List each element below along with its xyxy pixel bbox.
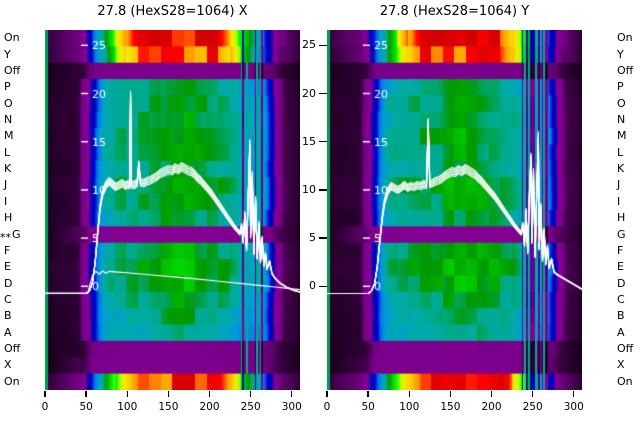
xtick-label-200: 200 [481, 401, 502, 413]
xtick-mark [408, 391, 410, 397]
left-row-label-7-l: L [4, 145, 11, 159]
xtick-label-50: 50 [79, 401, 93, 413]
left-heatmap-plot [45, 30, 300, 390]
xtick-label-300: 300 [563, 401, 584, 413]
right-row-label-6-m: M [617, 129, 627, 143]
middle-ytick-label-20: 20 [302, 86, 316, 100]
xtick-label-0: 0 [323, 401, 331, 413]
right-row-label-15-d: D [617, 276, 626, 290]
xtick-mark [490, 391, 493, 397]
middle-ytick-label-25: 25 [302, 38, 316, 52]
middle-ytick-label-5: 5 [309, 231, 316, 245]
xtick-label-250: 250 [240, 401, 261, 413]
xtick-label-150: 150 [440, 401, 461, 413]
xtick-label-0: 0 [41, 401, 49, 413]
xtick-label-150: 150 [158, 401, 179, 413]
xtick-mark [44, 391, 46, 397]
left-row-label-10-i: I [4, 194, 8, 208]
middle-ytick-label-10: 10 [302, 182, 316, 196]
xtick-mark [367, 391, 369, 397]
xtick-mark [85, 391, 87, 397]
right-row-label-8-k: K [617, 162, 625, 176]
xtick-label-50: 50 [361, 401, 375, 413]
middle-ytick-mark [319, 92, 327, 95]
left-row-label-17-b: B [4, 309, 12, 323]
right-heatmap-plot [327, 30, 582, 390]
left-panel-title: 27.8 (HexS28=1064) X [97, 4, 248, 19]
left-row-label-0-on: On [4, 31, 20, 45]
right-row-label-2-off: Off [617, 63, 634, 77]
right-row-label-13-f: F [617, 243, 624, 257]
left-row-label-3-p: P [4, 80, 11, 94]
xtick-mark [208, 391, 211, 397]
left-row-label-16-c: C [4, 293, 12, 306]
right-row-label-14-e: E [617, 260, 624, 274]
left-row-label-15-d: D [4, 276, 13, 290]
right-row-label-7-l: L [617, 145, 624, 159]
left-row-label-19-off: Off [4, 342, 21, 356]
middle-ytick-mark [319, 285, 327, 287]
xtick-label-200: 200 [199, 401, 220, 413]
right-row-label-0-on: On [617, 31, 633, 45]
row-marker-asterisks: ** [0, 230, 11, 244]
middle-ytick-mark [319, 189, 327, 191]
xtick-label-100: 100 [117, 401, 138, 413]
right-row-label-17-b: B [617, 309, 625, 323]
xtick-label-250: 250 [522, 401, 543, 413]
left-row-label-1-y: Y [4, 47, 11, 61]
right-row-label-18-a: A [617, 325, 625, 339]
left-row-label-2-off: Off [4, 63, 21, 77]
left-row-label-11-h: H [4, 211, 13, 225]
right-row-label-11-h: H [617, 211, 626, 225]
xtick-label-300: 300 [281, 401, 302, 413]
xtick-mark [531, 391, 534, 397]
left-row-label-13-f: F [4, 243, 11, 257]
middle-ytick-label-15: 15 [302, 134, 316, 148]
left-row-label-14-e: E [4, 260, 11, 274]
right-row-label-9-j: J [617, 178, 621, 192]
right-row-label-10-i: I [617, 194, 621, 208]
right-row-label-20-x: X [617, 358, 625, 372]
left-row-label-12-g: G [12, 227, 21, 241]
left-row-label-5-n: N [4, 113, 13, 126]
middle-ytick-label-0: 0 [309, 279, 316, 293]
xtick-mark [167, 391, 170, 397]
right-row-label-5-n: N [617, 113, 626, 126]
xtick-mark [249, 391, 252, 397]
right-row-label-21-on: On [617, 374, 633, 388]
middle-ytick-mark [319, 44, 327, 46]
xtick-mark [126, 391, 128, 397]
xtick-mark [326, 391, 328, 397]
xtick-mark [449, 391, 452, 397]
right-row-label-3-p: P [617, 80, 624, 94]
xtick-mark [573, 391, 575, 397]
middle-ytick-mark [319, 237, 327, 239]
right-row-label-1-y: Y [617, 47, 624, 61]
middle-ytick-mark [319, 141, 327, 143]
left-row-label-9-j: J [4, 178, 8, 192]
left-row-label-8-k: K [4, 162, 12, 176]
left-row-label-6-m: M [4, 129, 14, 143]
xtick-mark [291, 391, 293, 397]
right-panel-title: 27.8 (HexS28=1064) Y [379, 4, 530, 19]
xtick-label-100: 100 [399, 401, 420, 413]
right-row-label-4-o: O [617, 96, 626, 110]
right-row-label-19-off: Off [617, 342, 634, 356]
left-row-label-21-on: On [4, 374, 20, 388]
right-row-label-12-g: G [617, 227, 626, 241]
left-row-label-18-a: A [4, 325, 12, 339]
right-row-label-16-c: C [617, 293, 625, 306]
left-row-label-20-x: X [4, 358, 12, 372]
left-row-label-4-o: O [4, 96, 13, 110]
